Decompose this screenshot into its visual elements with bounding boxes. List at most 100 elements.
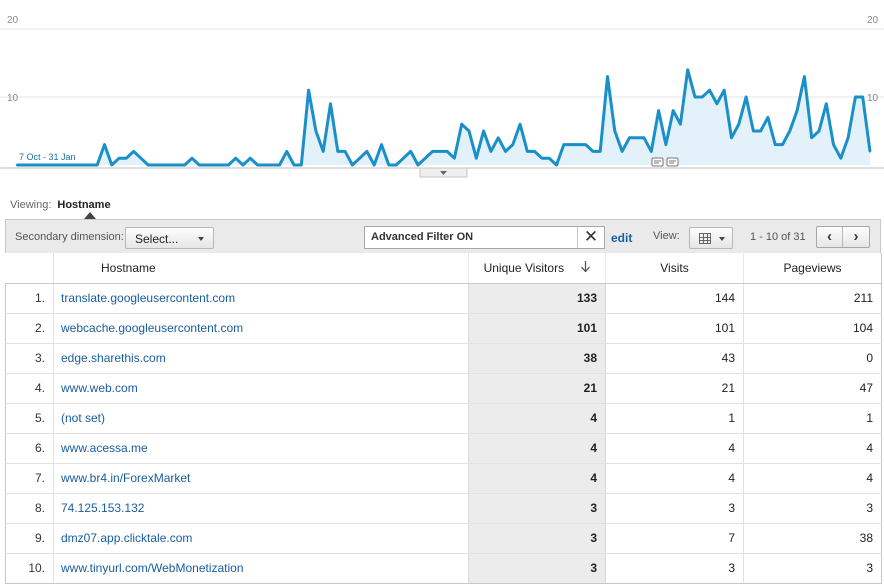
data-point[interactable] xyxy=(219,163,223,167)
data-point[interactable] xyxy=(424,157,427,160)
hostname-link[interactable]: www.tinyurl.com/WebMonetization xyxy=(61,561,244,575)
data-point[interactable] xyxy=(241,163,245,167)
data-point[interactable] xyxy=(74,163,77,167)
data-point[interactable] xyxy=(402,157,405,160)
data-point[interactable] xyxy=(256,163,259,167)
data-point[interactable] xyxy=(212,163,215,167)
data-point[interactable] xyxy=(183,163,186,167)
data-point[interactable] xyxy=(511,143,514,146)
data-point[interactable] xyxy=(445,150,449,153)
data-point[interactable] xyxy=(591,150,595,153)
data-point[interactable] xyxy=(460,123,463,126)
data-point[interactable] xyxy=(693,95,697,99)
data-point[interactable] xyxy=(759,129,762,133)
data-point[interactable] xyxy=(752,129,755,133)
data-point[interactable] xyxy=(336,150,339,153)
data-point[interactable] xyxy=(766,116,770,119)
data-point[interactable] xyxy=(249,157,252,160)
data-point[interactable] xyxy=(147,163,150,167)
data-point[interactable] xyxy=(322,150,325,153)
pageviews-header[interactable]: Pageviews xyxy=(743,253,882,284)
data-point[interactable] xyxy=(584,143,587,146)
data-point[interactable] xyxy=(198,163,201,167)
data-point[interactable] xyxy=(526,150,529,153)
unique-visitors-header[interactable]: Unique Visitors xyxy=(468,253,606,284)
data-point[interactable] xyxy=(744,95,748,99)
data-point[interactable] xyxy=(314,129,318,133)
data-point[interactable] xyxy=(168,163,172,167)
data-point[interactable] xyxy=(482,129,485,133)
hostname-link[interactable]: www.acessa.me xyxy=(61,441,148,455)
data-point[interactable] xyxy=(278,163,281,167)
data-point[interactable] xyxy=(59,163,62,167)
data-point[interactable] xyxy=(394,163,398,167)
data-point[interactable] xyxy=(409,150,412,153)
data-point[interactable] xyxy=(285,150,288,153)
data-point[interactable] xyxy=(642,136,646,139)
data-point[interactable] xyxy=(96,163,99,167)
annotation-icon[interactable] xyxy=(651,157,664,167)
data-point[interactable] xyxy=(292,163,296,167)
hostname-link[interactable]: dmz07.app.clicktale.com xyxy=(61,531,193,545)
data-point[interactable] xyxy=(125,157,128,160)
close-icon[interactable]: ✕ xyxy=(577,227,604,248)
data-point[interactable] xyxy=(569,143,573,146)
data-point[interactable] xyxy=(788,129,791,133)
data-point[interactable] xyxy=(365,150,369,153)
data-point[interactable] xyxy=(839,157,842,160)
data-point[interactable] xyxy=(737,123,740,126)
data-point[interactable] xyxy=(723,89,726,92)
data-point[interactable] xyxy=(701,95,704,99)
data-point[interactable] xyxy=(846,136,850,139)
data-point[interactable] xyxy=(715,102,719,106)
hostname-link[interactable]: translate.googleusercontent.com xyxy=(61,291,236,305)
data-point[interactable] xyxy=(117,157,121,160)
data-point[interactable] xyxy=(518,123,522,126)
data-point[interactable] xyxy=(380,143,383,146)
viewing-dimension[interactable]: Hostname xyxy=(57,199,111,211)
annotation-icon[interactable] xyxy=(666,157,679,167)
data-point[interactable] xyxy=(300,163,303,167)
data-point[interactable] xyxy=(774,143,777,146)
hostname-link[interactable]: www.web.com xyxy=(61,381,138,395)
data-point[interactable] xyxy=(307,89,310,92)
data-point[interactable] xyxy=(504,150,507,153)
data-point[interactable] xyxy=(686,68,689,72)
data-point[interactable] xyxy=(817,129,821,133)
data-point[interactable] xyxy=(37,163,41,167)
data-point[interactable] xyxy=(854,95,857,99)
data-point[interactable] xyxy=(613,129,616,133)
visits-header[interactable]: Visits xyxy=(605,253,744,284)
data-point[interactable] xyxy=(861,95,864,99)
data-point[interactable] xyxy=(577,143,580,146)
data-point[interactable] xyxy=(679,123,682,126)
hostname-link[interactable]: (not set) xyxy=(61,411,106,425)
data-point[interactable] xyxy=(562,143,565,146)
data-point[interactable] xyxy=(635,136,638,139)
data-point[interactable] xyxy=(803,75,806,78)
data-point[interactable] xyxy=(497,136,500,139)
data-point[interactable] xyxy=(453,157,456,160)
data-point[interactable] xyxy=(227,163,230,167)
data-point[interactable] xyxy=(23,163,26,167)
data-point[interactable] xyxy=(66,163,70,167)
data-point[interactable] xyxy=(329,102,332,106)
data-point[interactable] xyxy=(351,163,354,167)
data-point[interactable] xyxy=(832,143,835,146)
data-point[interactable] xyxy=(81,163,84,167)
data-point[interactable] xyxy=(475,157,478,160)
secondary-dimension-select[interactable]: Select... xyxy=(125,227,214,249)
hostname-link[interactable]: webcache.googleusercontent.com xyxy=(61,321,244,335)
data-point[interactable] xyxy=(132,150,135,153)
data-point[interactable] xyxy=(672,109,675,112)
data-point[interactable] xyxy=(387,163,390,167)
data-point[interactable] xyxy=(868,150,872,153)
data-point[interactable] xyxy=(154,163,157,167)
data-point[interactable] xyxy=(271,163,274,167)
data-point[interactable] xyxy=(110,163,114,167)
data-point[interactable] xyxy=(139,157,143,160)
data-point[interactable] xyxy=(628,136,631,139)
hostname-header[interactable]: Hostname xyxy=(53,253,469,284)
data-point[interactable] xyxy=(373,163,376,167)
data-point[interactable] xyxy=(489,150,493,153)
